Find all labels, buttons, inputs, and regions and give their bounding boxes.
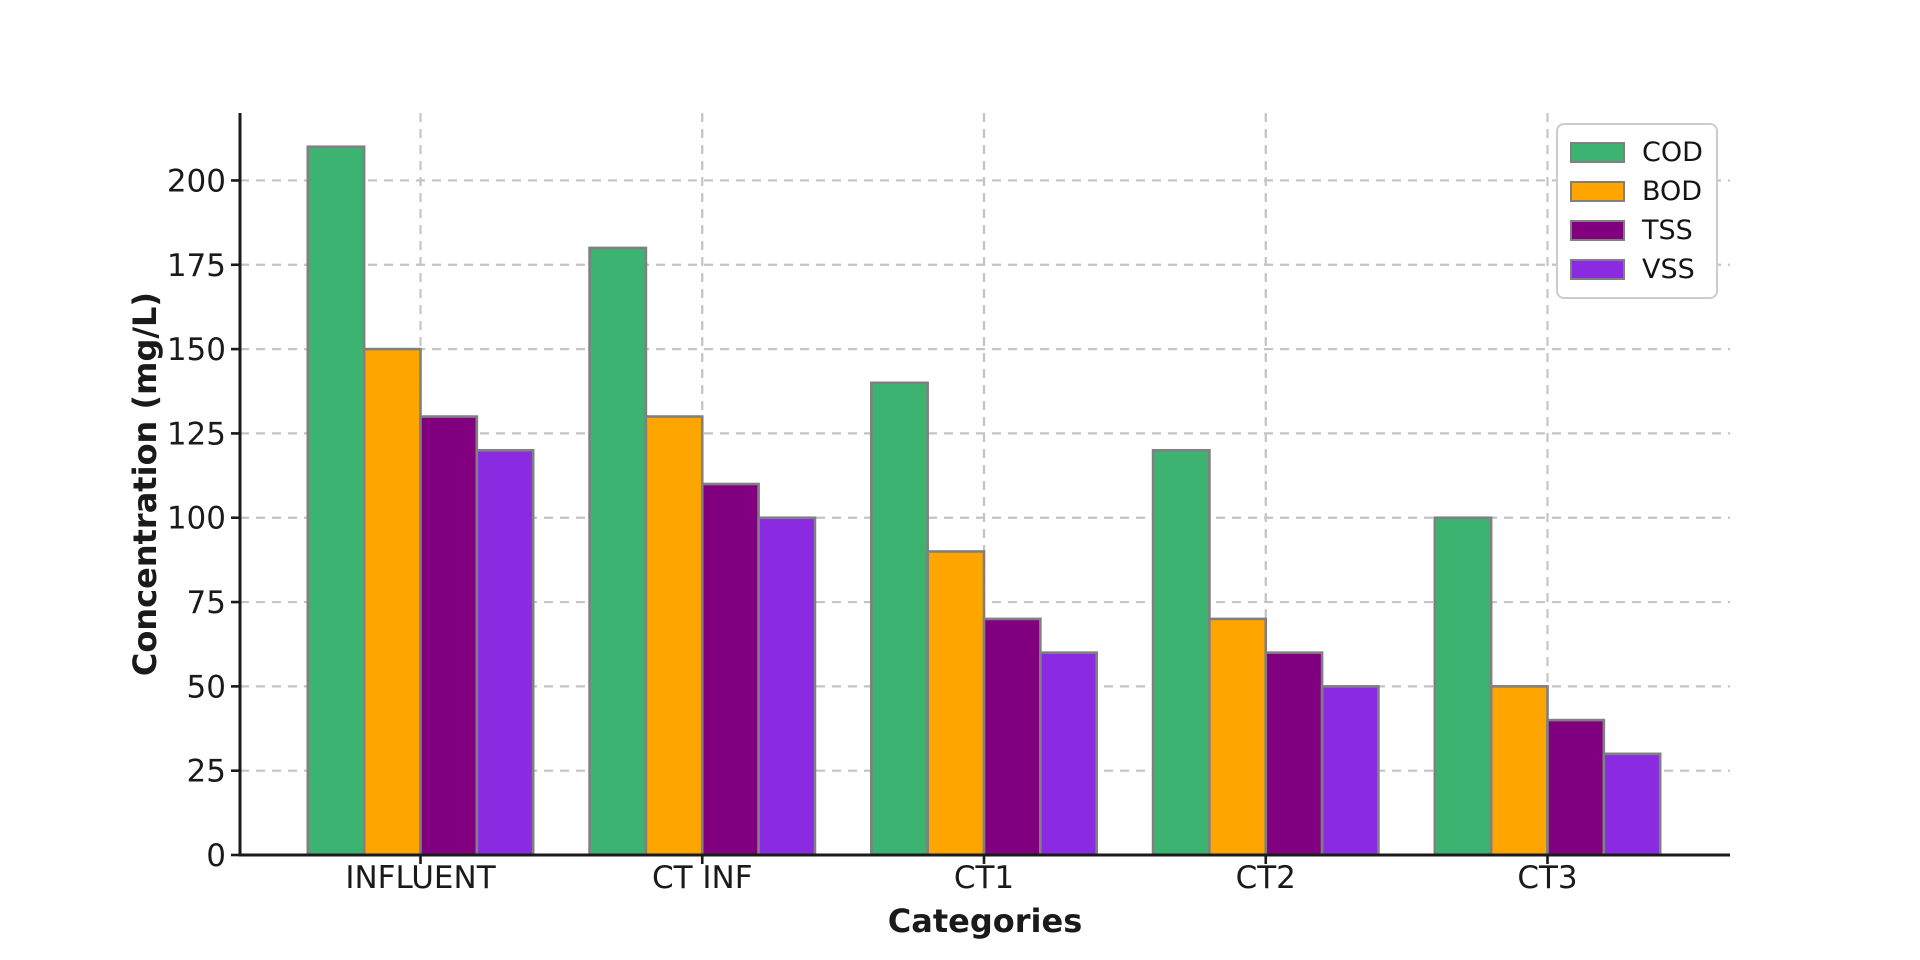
- bar-cod-influent: [306, 145, 366, 857]
- bar-tss-ct1: [982, 617, 1042, 857]
- y-tick-label-75: 75: [187, 585, 226, 621]
- y-tick-label-25: 25: [187, 754, 226, 790]
- bar-tss-ct-inf: [700, 482, 760, 857]
- bar-vss-ct3: [1602, 752, 1662, 857]
- x-tick-label-ct3: CT3: [1517, 860, 1577, 896]
- y-tick-label-175: 175: [167, 248, 226, 284]
- y-tick-label-0: 0: [206, 838, 226, 874]
- legend-item-cod: COD: [1570, 133, 1704, 172]
- bar-tss-ct2: [1264, 651, 1324, 857]
- x-axis-title: Categories: [887, 902, 1083, 940]
- bar-vss-ct1: [1039, 651, 1098, 857]
- bar-bod-ct1: [926, 550, 986, 857]
- bar-bod-influent: [362, 347, 422, 857]
- legend-label-cod: COD: [1642, 137, 1703, 168]
- legend-label-vss: VSS: [1642, 254, 1695, 285]
- legend-swatch-cod: [1570, 142, 1625, 163]
- y-axis-title: Concentration (mg/L): [126, 291, 164, 677]
- y-tick-label-125: 125: [167, 416, 226, 452]
- legend-item-tss: TSS: [1570, 211, 1704, 250]
- legend-label-tss: TSS: [1642, 215, 1693, 246]
- legend-label-bod: BOD: [1642, 176, 1703, 207]
- bar-bod-ct3: [1489, 685, 1549, 857]
- legend-swatch-vss: [1570, 259, 1625, 280]
- y-tick-label-100: 100: [167, 501, 226, 537]
- legend-swatch-bod: [1570, 181, 1625, 202]
- bar-cod-ct-inf: [588, 246, 648, 857]
- y-tick-label-150: 150: [167, 332, 226, 368]
- bar-cod-ct1: [869, 381, 929, 857]
- x-tick-label-ct2: CT2: [1236, 860, 1296, 896]
- x-tick-label-influent: INFLUENT: [345, 860, 496, 896]
- legend-item-bod: BOD: [1570, 172, 1704, 211]
- x-tick-label-ct1: CT1: [954, 860, 1014, 896]
- bar-tss-influent: [419, 415, 479, 857]
- bar-vss-ct-inf: [757, 516, 817, 857]
- legend-item-vss: VSS: [1570, 250, 1704, 289]
- y-tick-label-200: 200: [167, 163, 226, 199]
- bar-tss-ct3: [1546, 718, 1606, 857]
- bar-vss-ct2: [1320, 685, 1380, 857]
- bar-bod-ct-inf: [644, 415, 704, 857]
- bar-cod-ct2: [1151, 448, 1211, 857]
- x-tick-label-ct-inf: CT INF: [652, 860, 753, 896]
- bar-vss-influent: [475, 448, 535, 857]
- legend-swatch-tss: [1570, 220, 1625, 241]
- y-tick-label-50: 50: [187, 669, 226, 705]
- legend: COD BOD TSS VSS: [1556, 123, 1718, 299]
- bar-cod-ct3: [1433, 516, 1493, 857]
- bar-bod-ct2: [1208, 617, 1268, 857]
